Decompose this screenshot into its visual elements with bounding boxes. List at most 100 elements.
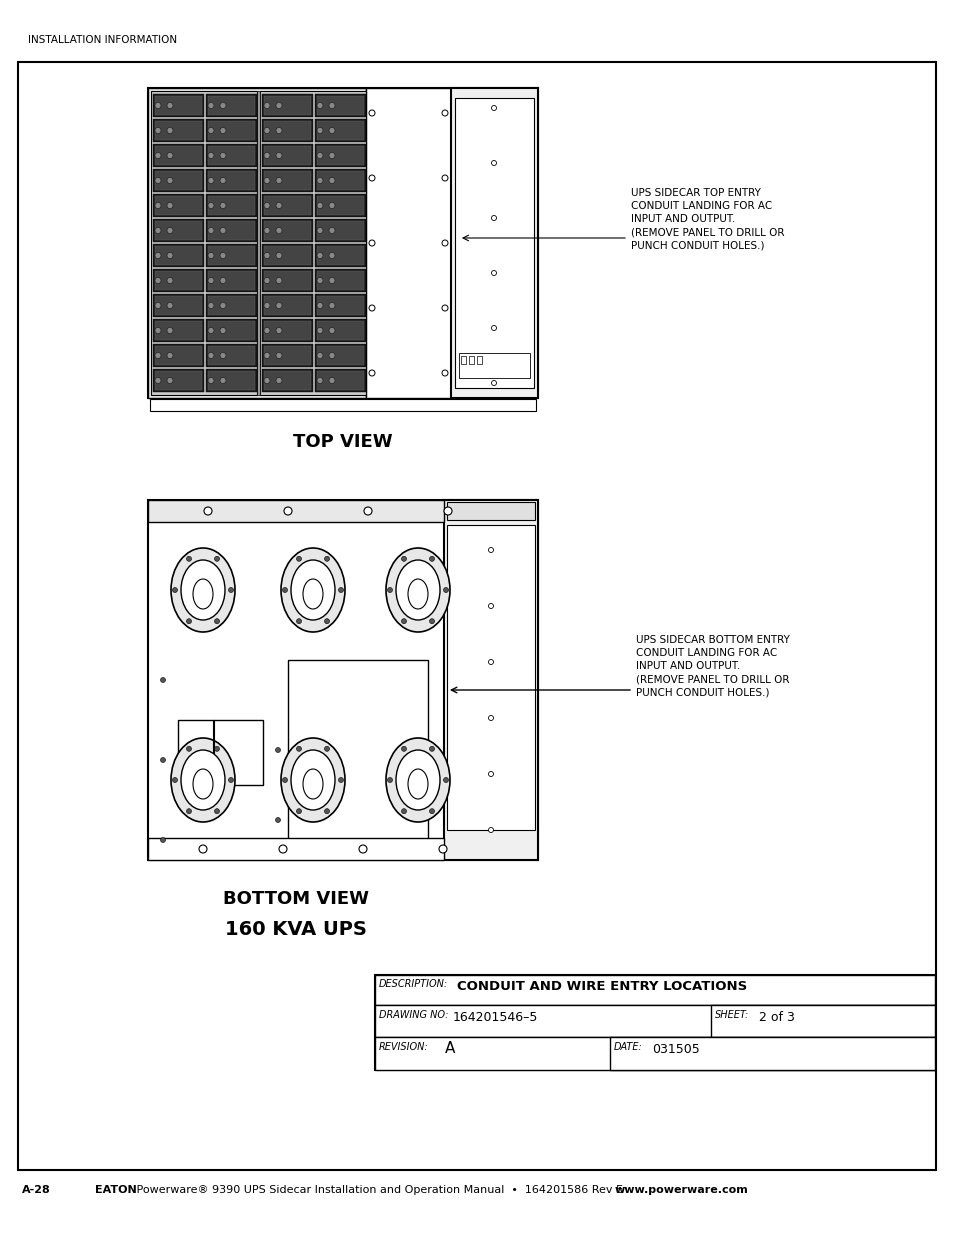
Circle shape [429, 809, 434, 814]
Bar [316, 246, 364, 266]
Circle shape [491, 326, 496, 331]
Circle shape [369, 110, 375, 116]
Circle shape [264, 203, 270, 209]
Circle shape [154, 303, 161, 309]
Bar [314, 119, 366, 142]
Circle shape [264, 127, 270, 133]
Text: UPS SIDECAR BOTTOM ENTRY
CONDUIT LANDING FOR AC
INPUT AND OUTPUT.
(REMOVE PANEL : UPS SIDECAR BOTTOM ENTRY CONDUIT LANDING… [636, 635, 789, 698]
Circle shape [488, 659, 493, 664]
Bar [208, 296, 254, 315]
Circle shape [316, 278, 323, 284]
Bar [262, 144, 313, 167]
Circle shape [160, 837, 165, 842]
Bar [316, 96, 364, 115]
Circle shape [172, 588, 177, 593]
Text: 2 of 3: 2 of 3 [759, 1011, 794, 1024]
Bar [314, 219, 366, 242]
Bar [262, 369, 313, 391]
Bar [208, 146, 254, 165]
Bar [262, 345, 313, 367]
Bar [469, 356, 474, 364]
Bar [262, 319, 313, 342]
Text: A-28: A-28 [22, 1186, 51, 1195]
Circle shape [329, 252, 335, 258]
Bar [375, 974, 934, 1005]
Circle shape [316, 303, 323, 309]
Bar [262, 269, 313, 291]
Circle shape [329, 127, 335, 133]
Circle shape [208, 227, 213, 233]
Circle shape [491, 215, 496, 221]
Bar [264, 270, 311, 290]
Bar [154, 370, 202, 390]
Circle shape [401, 746, 406, 751]
Bar [152, 194, 204, 217]
Bar [460, 356, 465, 364]
Text: A: A [444, 1041, 455, 1056]
Bar [143, 83, 542, 403]
Circle shape [167, 278, 172, 284]
Bar [476, 356, 481, 364]
Bar [208, 270, 254, 290]
Circle shape [264, 178, 270, 184]
Bar [206, 369, 256, 391]
Circle shape [329, 327, 335, 333]
Circle shape [443, 508, 452, 515]
Circle shape [220, 352, 226, 358]
Circle shape [488, 772, 493, 777]
Circle shape [296, 746, 301, 751]
Ellipse shape [193, 579, 213, 609]
Circle shape [358, 845, 367, 853]
Bar [314, 94, 366, 117]
Bar [451, 88, 537, 398]
Circle shape [167, 178, 172, 184]
Circle shape [264, 352, 270, 358]
Circle shape [275, 352, 282, 358]
Circle shape [441, 370, 448, 375]
Bar [206, 345, 256, 367]
Text: 160 KVA UPS: 160 KVA UPS [225, 920, 367, 939]
Circle shape [154, 327, 161, 333]
Ellipse shape [408, 769, 428, 799]
Circle shape [429, 619, 434, 624]
Bar [154, 270, 202, 290]
Ellipse shape [395, 750, 439, 810]
Circle shape [364, 508, 372, 515]
Circle shape [429, 556, 434, 562]
Circle shape [220, 178, 226, 184]
Circle shape [275, 203, 282, 209]
Bar [154, 221, 202, 240]
Bar [264, 146, 311, 165]
Bar [208, 346, 254, 366]
Text: 164201546–5: 164201546–5 [453, 1011, 537, 1024]
Bar [152, 319, 204, 342]
Circle shape [186, 809, 192, 814]
Circle shape [441, 305, 448, 311]
Circle shape [316, 327, 323, 333]
Ellipse shape [408, 579, 428, 609]
Circle shape [154, 352, 161, 358]
Circle shape [167, 303, 172, 309]
Bar [208, 96, 254, 115]
Bar [314, 144, 366, 167]
Circle shape [154, 152, 161, 158]
Circle shape [154, 227, 161, 233]
Circle shape [338, 778, 343, 783]
Circle shape [296, 556, 301, 562]
Text: CONDUIT AND WIRE ENTRY LOCATIONS: CONDUIT AND WIRE ENTRY LOCATIONS [456, 981, 746, 993]
Circle shape [214, 556, 219, 562]
Bar [314, 369, 366, 391]
Bar [152, 369, 204, 391]
Bar [206, 144, 256, 167]
Circle shape [275, 747, 280, 752]
Circle shape [369, 305, 375, 311]
Circle shape [275, 278, 282, 284]
Text: DRAWING NO:: DRAWING NO: [378, 1010, 448, 1020]
Bar [316, 321, 364, 340]
Bar [150, 399, 536, 411]
Bar [316, 196, 364, 215]
Bar [316, 121, 364, 140]
Text: REVISION:: REVISION: [378, 1042, 428, 1052]
Circle shape [167, 127, 172, 133]
Circle shape [208, 327, 213, 333]
